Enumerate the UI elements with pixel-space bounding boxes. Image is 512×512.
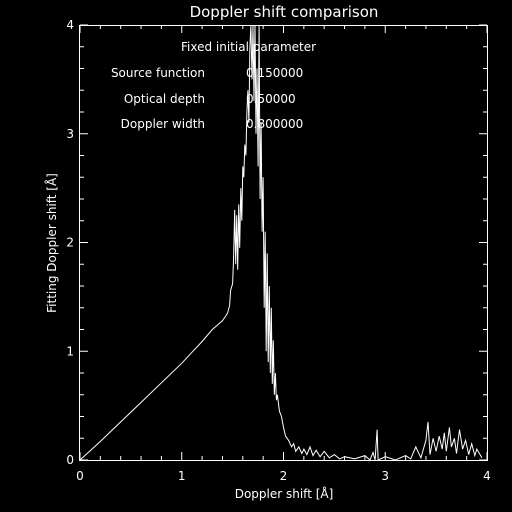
annotation-value-optical-depth: 0.50000	[246, 92, 296, 106]
x-axis-label: Doppler shift [Å]	[235, 486, 334, 501]
x-tick-label: 3	[381, 469, 389, 483]
annotation-value-doppler-width: 0.800000	[246, 117, 303, 131]
y-tick-label: 4	[66, 18, 74, 32]
data-series-line	[79, 24, 483, 461]
axis-ticks	[79, 24, 488, 461]
annotation-label-source-function: Source function	[111, 66, 205, 80]
x-tick-label: 2	[280, 469, 288, 483]
y-axis-label: Fitting Doppler shift [Å]	[44, 173, 59, 313]
annotation-label-doppler-width: Doppler width	[121, 117, 205, 131]
annotation-heading: Fixed initial parameter	[181, 40, 316, 54]
chart-title: Doppler shift comparison	[190, 3, 379, 21]
x-tick-label: 4	[483, 469, 491, 483]
axis-tick-labels: 0 1 2 3 4 0 1 2 3 4	[66, 18, 490, 483]
y-tick-label: 2	[66, 236, 74, 250]
annotation-value-source-function: 0.150000	[246, 66, 303, 80]
y-tick-label: 3	[66, 127, 74, 141]
annotation-label-optical-depth: Optical depth	[124, 92, 205, 106]
x-tick-label: 1	[178, 469, 186, 483]
y-tick-label: 0	[66, 453, 74, 467]
y-tick-label: 1	[66, 344, 74, 358]
plot-frame	[79, 25, 488, 461]
x-tick-label: 0	[76, 469, 84, 483]
